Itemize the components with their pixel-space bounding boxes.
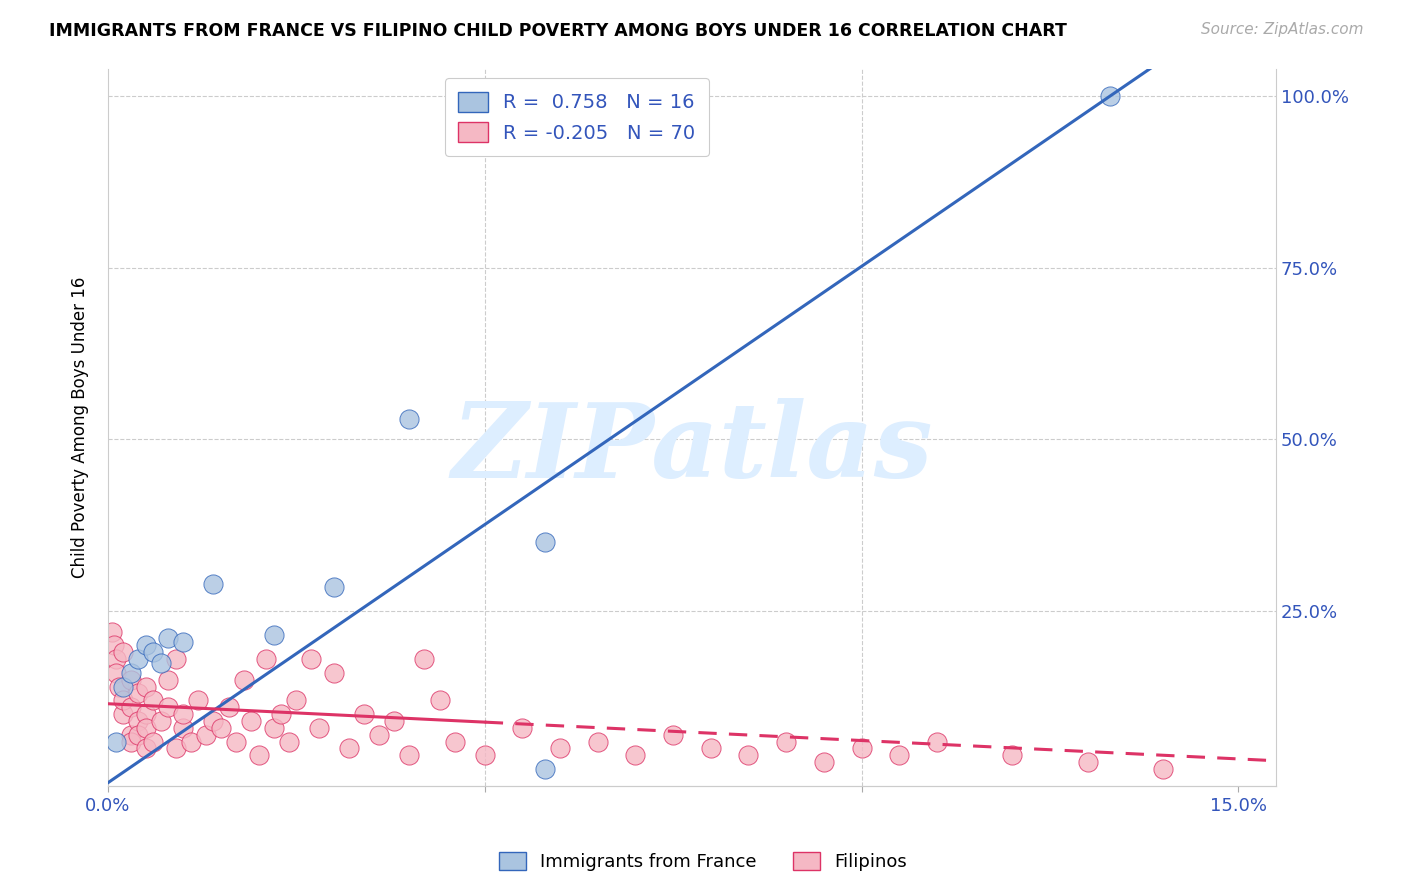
Legend: R =  0.758   N = 16, R = -0.205   N = 70: R = 0.758 N = 16, R = -0.205 N = 70 <box>444 78 709 156</box>
Point <box>413 652 436 666</box>
Text: IMMIGRANTS FROM FRANCE VS FILIPINO CHILD POVERTY AMONG BOYS UNDER 16 CORRELATION: IMMIGRANTS FROM FRANCE VS FILIPINO CHILD… <box>49 22 1067 40</box>
Point <box>112 693 135 707</box>
Point <box>165 741 187 756</box>
Point <box>925 734 948 748</box>
Point <box>104 734 127 748</box>
Point <box>135 721 157 735</box>
Point <box>240 714 263 728</box>
Point <box>135 706 157 721</box>
Point <box>225 734 247 748</box>
Point <box>254 652 277 666</box>
Point <box>127 652 149 666</box>
Point <box>382 714 405 728</box>
Point <box>142 645 165 659</box>
Point <box>308 721 330 735</box>
Point <box>149 714 172 728</box>
Point <box>120 700 142 714</box>
Point <box>337 741 360 756</box>
Point <box>172 721 194 735</box>
Y-axis label: Child Poverty Among Boys Under 16: Child Poverty Among Boys Under 16 <box>72 277 89 578</box>
Point <box>157 700 180 714</box>
Point <box>187 693 209 707</box>
Point <box>112 680 135 694</box>
Point <box>889 748 911 763</box>
Point <box>104 665 127 680</box>
Point <box>398 748 420 763</box>
Point <box>103 639 125 653</box>
Point <box>209 721 232 735</box>
Point <box>157 632 180 646</box>
Point <box>624 748 647 763</box>
Point <box>323 665 346 680</box>
Point <box>1001 748 1024 763</box>
Point <box>157 673 180 687</box>
Point <box>149 656 172 670</box>
Point <box>277 734 299 748</box>
Point <box>202 714 225 728</box>
Point <box>165 652 187 666</box>
Point <box>534 535 557 549</box>
Point <box>534 762 557 776</box>
Point <box>548 741 571 756</box>
Point <box>586 734 609 748</box>
Point <box>263 628 285 642</box>
Point <box>142 734 165 748</box>
Point <box>263 721 285 735</box>
Point <box>180 734 202 748</box>
Point <box>127 686 149 700</box>
Point <box>813 755 835 769</box>
Text: ZIPatlas: ZIPatlas <box>451 398 932 500</box>
Point <box>1099 89 1122 103</box>
Text: Source: ZipAtlas.com: Source: ZipAtlas.com <box>1201 22 1364 37</box>
Point <box>218 700 240 714</box>
Point <box>700 741 723 756</box>
Point <box>202 576 225 591</box>
Point <box>323 580 346 594</box>
Point <box>135 680 157 694</box>
Point <box>270 706 292 721</box>
Point <box>247 748 270 763</box>
Point <box>112 645 135 659</box>
Point <box>100 624 122 639</box>
Point <box>1152 762 1174 776</box>
Point <box>301 652 323 666</box>
Point <box>127 728 149 742</box>
Point <box>120 734 142 748</box>
Point <box>135 741 157 756</box>
Point <box>172 635 194 649</box>
Point <box>172 706 194 721</box>
Point <box>775 734 797 748</box>
Point <box>368 728 391 742</box>
Point <box>135 639 157 653</box>
Point <box>1077 755 1099 769</box>
Point <box>512 721 534 735</box>
Point <box>120 673 142 687</box>
Point <box>112 706 135 721</box>
Point <box>232 673 254 687</box>
Point <box>662 728 685 742</box>
Point <box>353 706 375 721</box>
Legend: Immigrants from France, Filipinos: Immigrants from France, Filipinos <box>492 845 914 879</box>
Point <box>443 734 465 748</box>
Point <box>127 714 149 728</box>
Point <box>429 693 451 707</box>
Point <box>108 680 131 694</box>
Point <box>474 748 496 763</box>
Point <box>142 693 165 707</box>
Point <box>120 665 142 680</box>
Point <box>104 652 127 666</box>
Point <box>120 728 142 742</box>
Point <box>737 748 759 763</box>
Point <box>285 693 308 707</box>
Point <box>851 741 873 756</box>
Point <box>194 728 217 742</box>
Point <box>398 411 420 425</box>
